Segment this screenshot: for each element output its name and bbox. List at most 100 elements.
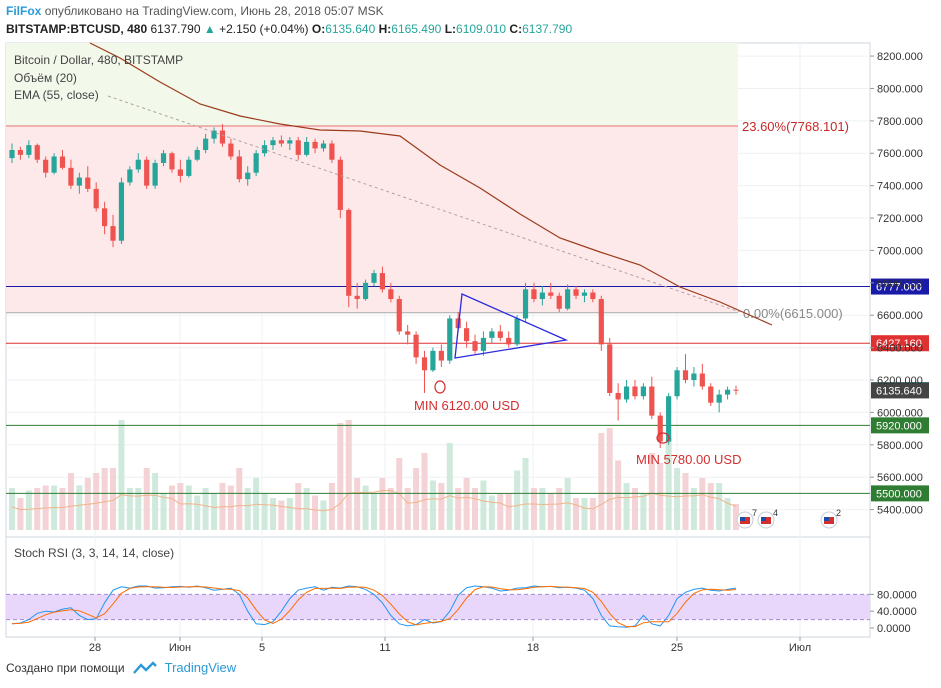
legend-ema: EMA (55, close) — [14, 88, 99, 102]
volume-bar — [648, 453, 655, 530]
volume-bar — [455, 488, 462, 530]
drawings: MIN 6120.00 USD MIN 5780.00 USD 7 4 2 — [107, 95, 841, 529]
author-name[interactable]: FilFox — [6, 4, 42, 18]
candle-body — [447, 318, 453, 361]
candle-body — [312, 141, 318, 149]
volume-bar — [202, 488, 209, 530]
candle-body — [135, 159, 141, 170]
time-tick-label: Июн — [169, 642, 191, 654]
candle-body — [480, 337, 487, 351]
price-label-bg — [871, 417, 929, 434]
price-chart[interactable]: 23.60%(7768.101) 0.00%(6615.000) 6777.000… — [0, 0, 941, 660]
volume-bar — [269, 498, 276, 530]
last-price: 6137.790 — [150, 22, 201, 36]
volume-bar — [354, 478, 361, 530]
candle-body — [102, 208, 108, 227]
time-tick-label: 28 — [89, 642, 101, 654]
stoch-rsi: Stoch RSI (3, 3, 14, 14, close) 80.0000 40… — [6, 546, 917, 635]
candle-body — [304, 141, 310, 155]
time-axis[interactable]: 28 Июн 5 11 18 25 Июл — [6, 636, 870, 654]
candle-body — [329, 143, 335, 160]
candle-body — [186, 159, 192, 176]
volume-bar — [337, 423, 344, 530]
candle-body — [716, 394, 722, 403]
volume-bar — [463, 478, 470, 530]
volume-bar — [564, 478, 571, 530]
us-event-flag-icon: 2 — [820, 508, 841, 529]
candle-body — [615, 392, 621, 400]
volume-bar — [530, 488, 537, 530]
volume-bar — [93, 473, 100, 530]
volume-bar — [152, 473, 159, 530]
price-tick-label: 7200.000 — [877, 213, 923, 225]
candle-body — [506, 337, 512, 345]
price-tick-label: 6600.000 — [877, 310, 923, 322]
candle-body — [640, 386, 646, 397]
triangle-pattern — [454, 293, 569, 359]
candle-body — [573, 289, 579, 296]
volume-bar — [429, 480, 436, 530]
volume-bar — [615, 460, 622, 530]
volume-bar — [244, 488, 251, 530]
volume-bar — [497, 493, 504, 530]
ema-line — [89, 42, 773, 326]
volume-bar — [488, 495, 495, 530]
candle-body — [699, 373, 705, 387]
candle-body — [287, 140, 293, 144]
price-tick-label: 8000.000 — [877, 83, 923, 95]
price-label: 6427.160 — [876, 338, 922, 350]
price-tick-label: 5400.000 — [877, 505, 923, 517]
min-circle — [656, 432, 670, 444]
candle-body — [371, 273, 377, 283]
candle-body — [253, 153, 259, 173]
candle-body — [430, 350, 436, 371]
volume-bar — [118, 420, 125, 530]
event-count: 7 — [752, 508, 757, 518]
annotation-min-1: MIN 6120.00 USD — [414, 398, 520, 413]
candle-body — [590, 292, 596, 300]
volume-bar — [573, 498, 580, 530]
candle-body — [337, 159, 343, 210]
candle-body — [413, 334, 419, 358]
price-label-bg — [871, 278, 929, 295]
tradingview-link[interactable]: TradingView — [164, 660, 237, 675]
candle-body — [110, 226, 116, 241]
time-tick-label: 18 — [527, 642, 539, 654]
volume-bar — [699, 478, 706, 530]
candle-body — [59, 156, 66, 168]
stoch-tick-label: 40.0000 — [877, 606, 917, 618]
time-tick-label: 5 — [259, 642, 265, 654]
volume-bar — [312, 495, 319, 530]
volume-bar — [17, 498, 24, 530]
volume-bar — [320, 500, 327, 530]
created-with: Создано при помощи — [6, 660, 125, 675]
candle-body — [43, 159, 49, 173]
candle-body — [203, 138, 209, 151]
volume-bar — [379, 478, 386, 530]
price-axis[interactable]: 8200.000 8000.000 7800.000 7600.000 7400.000… — [870, 51, 923, 517]
volume-bar — [345, 420, 352, 530]
annotation-min-2: MIN 5780.00 USD — [636, 452, 742, 467]
tradingview-logo-icon — [132, 660, 157, 674]
volume-bar — [160, 493, 167, 530]
open-value: 6135.640 — [325, 22, 376, 36]
candle-body — [632, 386, 638, 397]
candle-body — [177, 169, 183, 176]
price-tick-label: 6400.000 — [877, 343, 923, 355]
fib-zone-upper — [6, 43, 738, 127]
volume-bar — [278, 500, 285, 530]
volume-bar — [682, 473, 689, 530]
volume-bar — [589, 498, 596, 530]
price-tick-label: 6000.000 — [877, 407, 923, 419]
volume-bar — [446, 443, 453, 530]
stoch-k-line — [11, 585, 737, 628]
candle-body — [278, 140, 284, 144]
publish-info: опубликовано на TradingView.com, Июнь 28… — [44, 4, 384, 18]
price-tick-label: 6800.000 — [877, 278, 923, 290]
candle-body — [531, 289, 537, 300]
high-value: 6165.490 — [391, 22, 442, 36]
candle-body — [464, 328, 470, 342]
candle-body — [144, 159, 150, 186]
price-label-bg — [871, 382, 929, 399]
volume-bar — [539, 488, 546, 530]
